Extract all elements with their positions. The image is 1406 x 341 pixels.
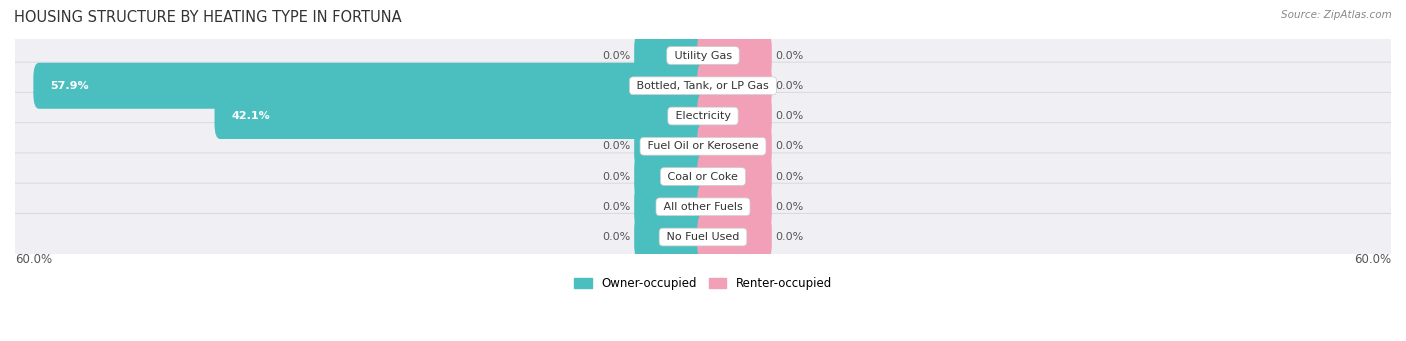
Text: 0.0%: 0.0% xyxy=(603,141,631,151)
Text: HOUSING STRUCTURE BY HEATING TYPE IN FORTUNA: HOUSING STRUCTURE BY HEATING TYPE IN FOR… xyxy=(14,10,402,25)
Text: 0.0%: 0.0% xyxy=(775,141,803,151)
FancyBboxPatch shape xyxy=(11,32,1395,79)
Text: 60.0%: 60.0% xyxy=(1354,253,1391,266)
Text: Source: ZipAtlas.com: Source: ZipAtlas.com xyxy=(1281,10,1392,20)
Text: No Fuel Used: No Fuel Used xyxy=(664,232,742,242)
Text: Electricity: Electricity xyxy=(672,111,734,121)
FancyBboxPatch shape xyxy=(11,92,1395,139)
FancyBboxPatch shape xyxy=(634,32,709,78)
Text: 42.1%: 42.1% xyxy=(232,111,270,121)
Text: 0.0%: 0.0% xyxy=(775,202,803,212)
FancyBboxPatch shape xyxy=(697,184,772,230)
FancyBboxPatch shape xyxy=(697,214,772,260)
Text: 0.0%: 0.0% xyxy=(775,232,803,242)
Text: 60.0%: 60.0% xyxy=(15,253,52,266)
FancyBboxPatch shape xyxy=(634,123,709,169)
FancyBboxPatch shape xyxy=(697,32,772,78)
FancyBboxPatch shape xyxy=(634,153,709,199)
Text: Utility Gas: Utility Gas xyxy=(671,50,735,60)
FancyBboxPatch shape xyxy=(215,93,709,139)
FancyBboxPatch shape xyxy=(11,213,1395,261)
Text: Fuel Oil or Kerosene: Fuel Oil or Kerosene xyxy=(644,141,762,151)
FancyBboxPatch shape xyxy=(697,63,772,109)
FancyBboxPatch shape xyxy=(697,153,772,199)
Text: 0.0%: 0.0% xyxy=(775,81,803,91)
Text: 0.0%: 0.0% xyxy=(603,202,631,212)
Text: 0.0%: 0.0% xyxy=(603,232,631,242)
FancyBboxPatch shape xyxy=(11,62,1395,109)
FancyBboxPatch shape xyxy=(697,93,772,139)
Text: 57.9%: 57.9% xyxy=(51,81,89,91)
FancyBboxPatch shape xyxy=(11,123,1395,170)
Text: 0.0%: 0.0% xyxy=(775,111,803,121)
Text: 0.0%: 0.0% xyxy=(775,172,803,181)
Text: 0.0%: 0.0% xyxy=(603,50,631,60)
FancyBboxPatch shape xyxy=(34,63,709,109)
FancyBboxPatch shape xyxy=(634,184,709,230)
Text: Coal or Coke: Coal or Coke xyxy=(664,172,742,181)
Text: Bottled, Tank, or LP Gas: Bottled, Tank, or LP Gas xyxy=(633,81,773,91)
Text: All other Fuels: All other Fuels xyxy=(659,202,747,212)
Legend: Owner-occupied, Renter-occupied: Owner-occupied, Renter-occupied xyxy=(569,272,837,295)
FancyBboxPatch shape xyxy=(11,183,1395,231)
Text: 0.0%: 0.0% xyxy=(603,172,631,181)
FancyBboxPatch shape xyxy=(634,214,709,260)
FancyBboxPatch shape xyxy=(11,153,1395,200)
FancyBboxPatch shape xyxy=(697,123,772,169)
Text: 0.0%: 0.0% xyxy=(775,50,803,60)
